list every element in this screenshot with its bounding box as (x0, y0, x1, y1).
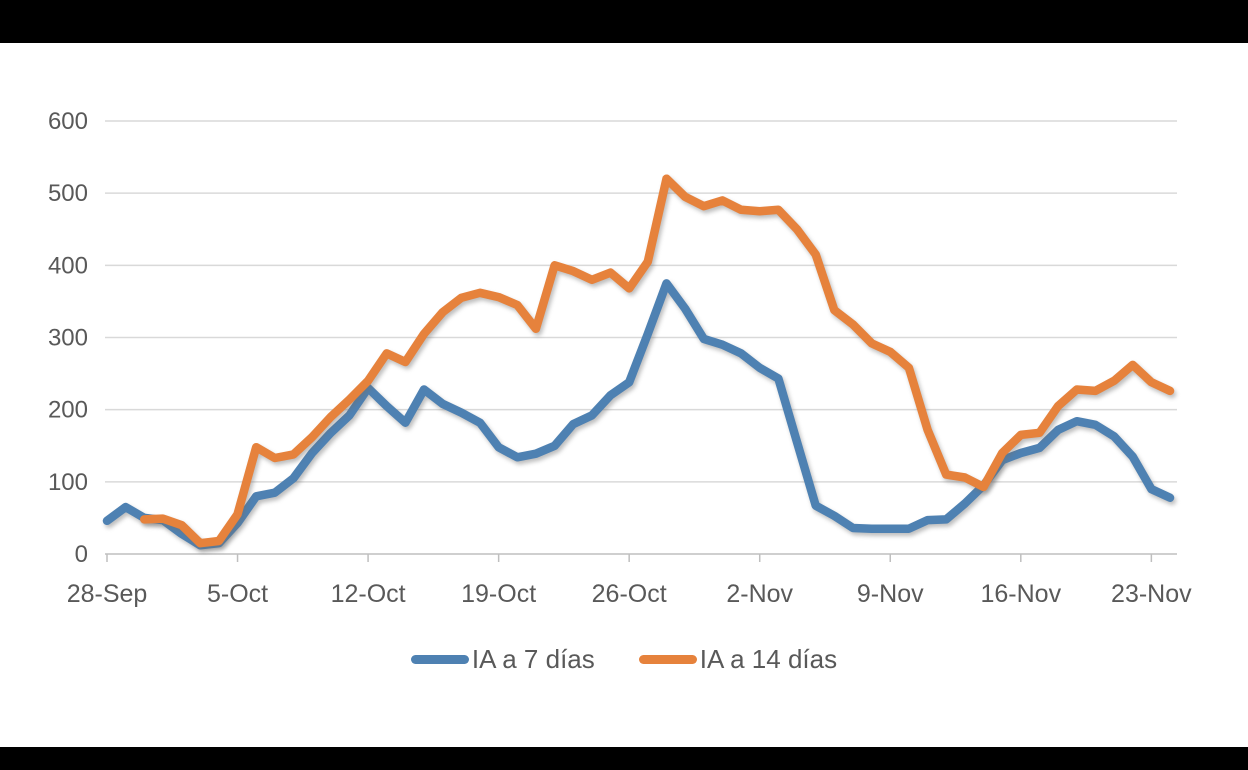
top-letterbox-bar (0, 0, 1248, 43)
x-axis (105, 553, 1177, 562)
svg-text:200: 200 (48, 397, 88, 424)
svg-text:9-Nov: 9-Nov (857, 580, 924, 608)
y-axis-labels: 0 100 200 300 400 500 600 (48, 108, 88, 568)
svg-text:5-Oct: 5-Oct (207, 580, 268, 608)
bottom-letterbox-bar (0, 747, 1248, 770)
legend-label-ia14: IA a 14 días (699, 644, 838, 674)
x-axis-labels: 28-Sep 5-Oct 12-Oct 19-Oct 26-Oct 2-Nov 9-Nov 1… (67, 580, 1192, 608)
svg-text:19-Oct: 19-Oct (461, 580, 536, 608)
svg-text:12-Oct: 12-Oct (331, 580, 406, 608)
svg-text:2-Nov: 2-Nov (726, 580, 793, 608)
chart-legend: IA a 7 días IA a 14 días (0, 646, 1248, 672)
svg-text:400: 400 (48, 252, 88, 279)
svg-text:0: 0 (75, 541, 88, 568)
legend-item-ia7: IA a 7 días (410, 644, 595, 674)
svg-text:600: 600 (48, 108, 88, 135)
svg-text:28-Sep: 28-Sep (67, 580, 148, 608)
legend-swatch-ia7 (410, 654, 469, 664)
legend-swatch-ia14 (638, 654, 697, 664)
svg-text:300: 300 (48, 325, 88, 352)
legend-item-ia14: IA a 14 días (638, 644, 838, 674)
svg-text:16-Nov: 16-Nov (981, 580, 1062, 608)
svg-text:26-Oct: 26-Oct (592, 580, 667, 608)
svg-text:23-Nov: 23-Nov (1111, 580, 1192, 608)
gridlines (105, 120, 1177, 483)
legend-label-ia7: IA a 7 días (471, 644, 595, 674)
svg-text:500: 500 (48, 180, 88, 207)
svg-text:100: 100 (48, 469, 88, 496)
data-series (102, 174, 1175, 550)
